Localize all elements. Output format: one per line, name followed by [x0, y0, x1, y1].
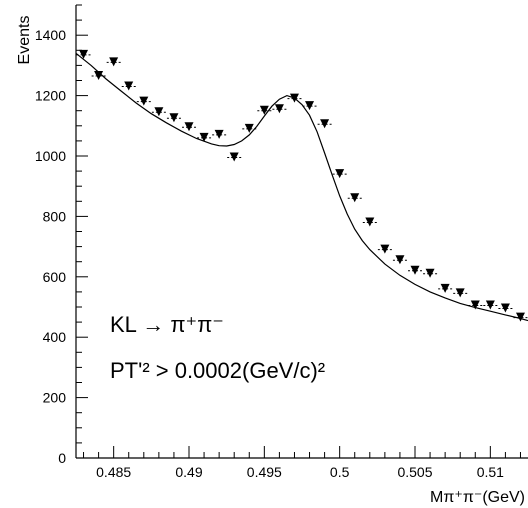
- triangle-marker: [365, 217, 375, 227]
- triangle-marker: [470, 300, 480, 310]
- y-tick-label: 1200: [35, 88, 66, 104]
- y-tick-label: 800: [43, 208, 67, 224]
- triangle-marker: [79, 49, 89, 59]
- triangle-marker: [289, 93, 299, 103]
- data-point: [347, 193, 362, 203]
- y-tick-label: 200: [43, 390, 67, 406]
- data-point: [121, 81, 136, 91]
- data-point: [227, 152, 242, 162]
- triangle-marker: [515, 312, 525, 322]
- y-tick-label: 600: [43, 269, 67, 285]
- triangle-marker: [199, 132, 209, 142]
- triangle-marker: [455, 288, 465, 298]
- data-point: [453, 288, 468, 298]
- triangle-marker: [380, 244, 390, 254]
- data-point: [392, 255, 407, 265]
- triangle-marker: [440, 283, 450, 293]
- triangle-marker: [320, 119, 330, 129]
- data-point: [151, 107, 166, 117]
- data-point: [302, 101, 317, 111]
- triangle-marker: [169, 113, 179, 123]
- data-point: [468, 300, 483, 310]
- data-point: [166, 113, 181, 123]
- data-point: [182, 122, 196, 132]
- x-tick-label: 0.505: [397, 464, 432, 480]
- triangle-marker: [425, 268, 435, 278]
- y-axis-label: Events: [16, 16, 33, 65]
- triangle-marker: [395, 255, 405, 265]
- triangle-marker: [500, 303, 510, 313]
- x-tick-label: 0.49: [175, 464, 202, 480]
- x-axis-label: Mπ⁺π⁻(GeV): [430, 489, 525, 506]
- x-axis-ticks: 0.485 0.49 0.495 0.5 0.505 0.51: [83, 446, 521, 480]
- data-point: [76, 49, 91, 59]
- y-tick-label: 0: [58, 450, 66, 466]
- data-point: [483, 300, 498, 310]
- annotation-decay: KL → π⁺π⁻: [110, 312, 224, 337]
- y-tick-label: 400: [43, 329, 67, 345]
- x-tick-label: 0.485: [96, 464, 131, 480]
- triangle-marker: [94, 70, 104, 80]
- triangle-marker: [350, 193, 360, 203]
- x-tick-label: 0.51: [477, 464, 504, 480]
- triangle-marker: [274, 104, 284, 114]
- fit-curve-group: [75, 52, 528, 322]
- data-point: [106, 57, 121, 67]
- triangle-marker: [109, 57, 119, 67]
- data-point: [272, 104, 287, 114]
- fit-curve: [75, 52, 528, 322]
- data-point: [513, 312, 528, 322]
- data-point: [423, 268, 438, 278]
- data-points: [76, 49, 528, 322]
- triangle-marker: [124, 81, 134, 91]
- triangle-marker: [335, 169, 345, 179]
- triangle-marker: [229, 152, 239, 162]
- axes: [75, 5, 528, 459]
- data-point: [317, 119, 332, 129]
- y-axis-ticks: 0 200 400 600 800 1000 1200 1400: [35, 4, 88, 466]
- data-point: [136, 96, 151, 106]
- data-point: [332, 169, 347, 179]
- data-point: [197, 132, 212, 142]
- triangle-marker: [244, 123, 254, 133]
- triangle-marker: [139, 96, 149, 106]
- data-point: [242, 123, 257, 133]
- data-point: [377, 244, 392, 254]
- data-point: [91, 70, 106, 80]
- triangle-marker: [410, 265, 420, 275]
- data-point: [498, 303, 513, 313]
- triangle-marker: [154, 107, 164, 117]
- data-point: [287, 93, 302, 103]
- data-point: [438, 283, 453, 293]
- y-tick-label: 1400: [35, 27, 66, 43]
- triangle-marker: [305, 101, 315, 111]
- data-point: [212, 129, 227, 139]
- data-point: [408, 265, 422, 275]
- x-tick-label: 0.5: [330, 464, 350, 480]
- triangle-marker: [259, 105, 269, 115]
- annotation-cut: PT'² > 0.0002(GeV/c)²: [110, 358, 325, 383]
- y-tick-label: 1000: [35, 148, 66, 164]
- triangle-marker: [485, 300, 495, 310]
- data-point: [257, 105, 272, 115]
- triangle-marker: [184, 122, 194, 132]
- triangle-marker: [214, 129, 224, 139]
- x-tick-label: 0.495: [247, 464, 282, 480]
- data-point: [362, 217, 377, 227]
